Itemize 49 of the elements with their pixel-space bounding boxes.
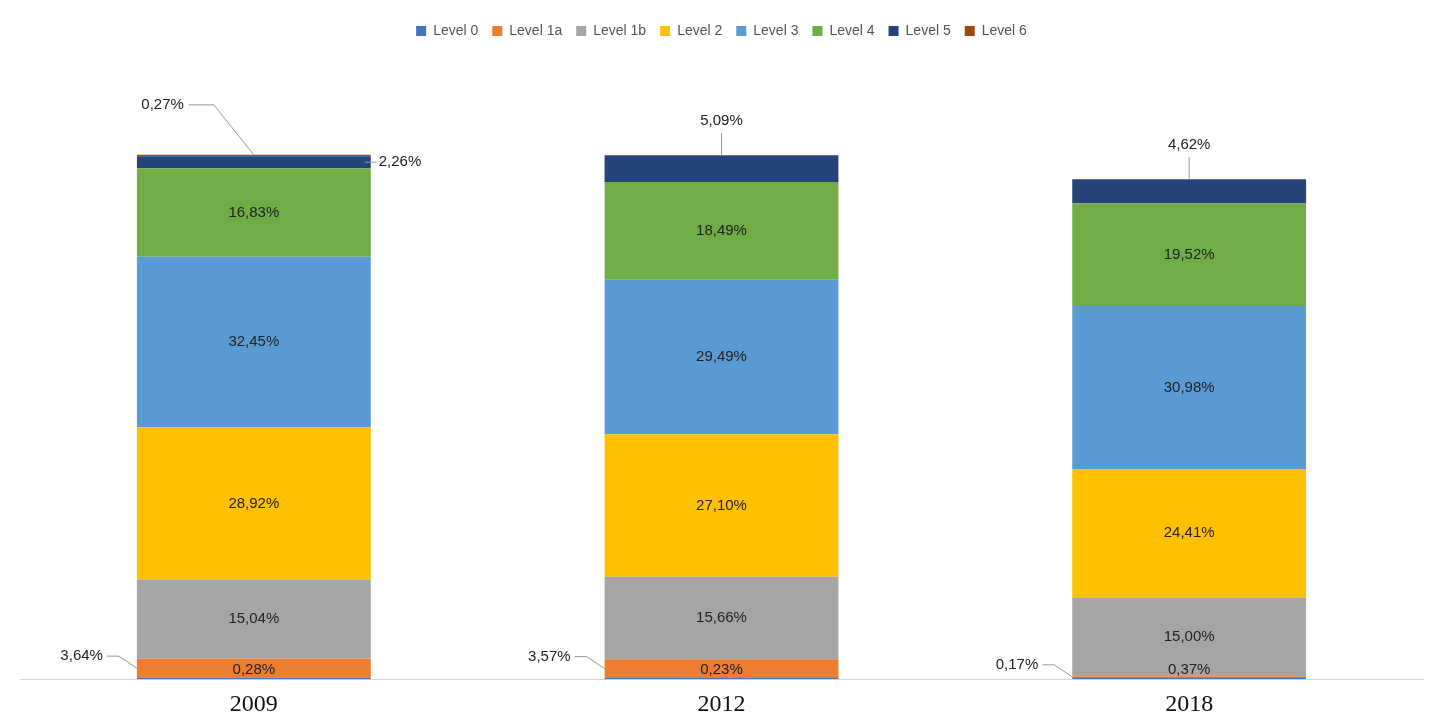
data-label: 0,23% [700,660,743,678]
data-label: 29,49% [696,346,747,364]
legend-label: Level 3 [753,21,799,38]
bar [136,156,371,169]
bar [604,434,839,577]
bar [136,168,371,257]
data-label: 0,28% [232,660,276,678]
bar [604,659,839,678]
bar [1072,306,1307,470]
data-label: 15,00% [1163,627,1215,645]
bar [136,579,371,659]
bar [1072,469,1307,598]
x-tick-label: 2018 [1165,689,1214,716]
bar [604,576,839,660]
data-label: 19,52% [1163,244,1215,262]
data-label: 0,37% [1167,660,1211,678]
x-tick-label: 2012 [697,689,746,716]
bar [1072,203,1307,307]
data-label: 32,45% [228,332,280,350]
legend-label: Level 2 [677,21,723,38]
data-label: 15,04% [228,609,280,627]
bar [1072,179,1307,204]
legend-label: Level 6 [981,21,1028,38]
data-label: 24,41% [1163,523,1215,541]
data-label: 3,64% [60,646,103,664]
bar [136,658,371,678]
legend-label: Level 1a [509,21,563,38]
data-label: 3,57% [528,646,571,664]
legend-label: Level 0 [433,21,479,38]
bar [604,181,839,280]
bar [604,155,839,182]
bar [136,427,371,580]
data-label: 28,92% [228,493,280,511]
data-label: 0,17% [995,654,1039,672]
data-label: 2,26% [378,152,422,170]
bar [604,279,839,435]
data-label: 5,09% [700,111,743,129]
x-tick-label: 2009 [229,689,278,716]
legend-label: Level 5 [905,21,951,38]
data-label: 18,49% [696,220,747,238]
data-label: 15,66% [696,608,747,626]
bar [136,256,371,428]
data-label: 30,98% [1163,377,1215,395]
legend-label: Level 4 [829,21,875,38]
legend-label: Level 1b [593,21,647,38]
data-label: 0,27% [141,94,184,112]
data-label: 4,62% [1167,135,1211,153]
data-label: 27,10% [696,495,747,513]
data-label: 16,83% [228,202,280,220]
